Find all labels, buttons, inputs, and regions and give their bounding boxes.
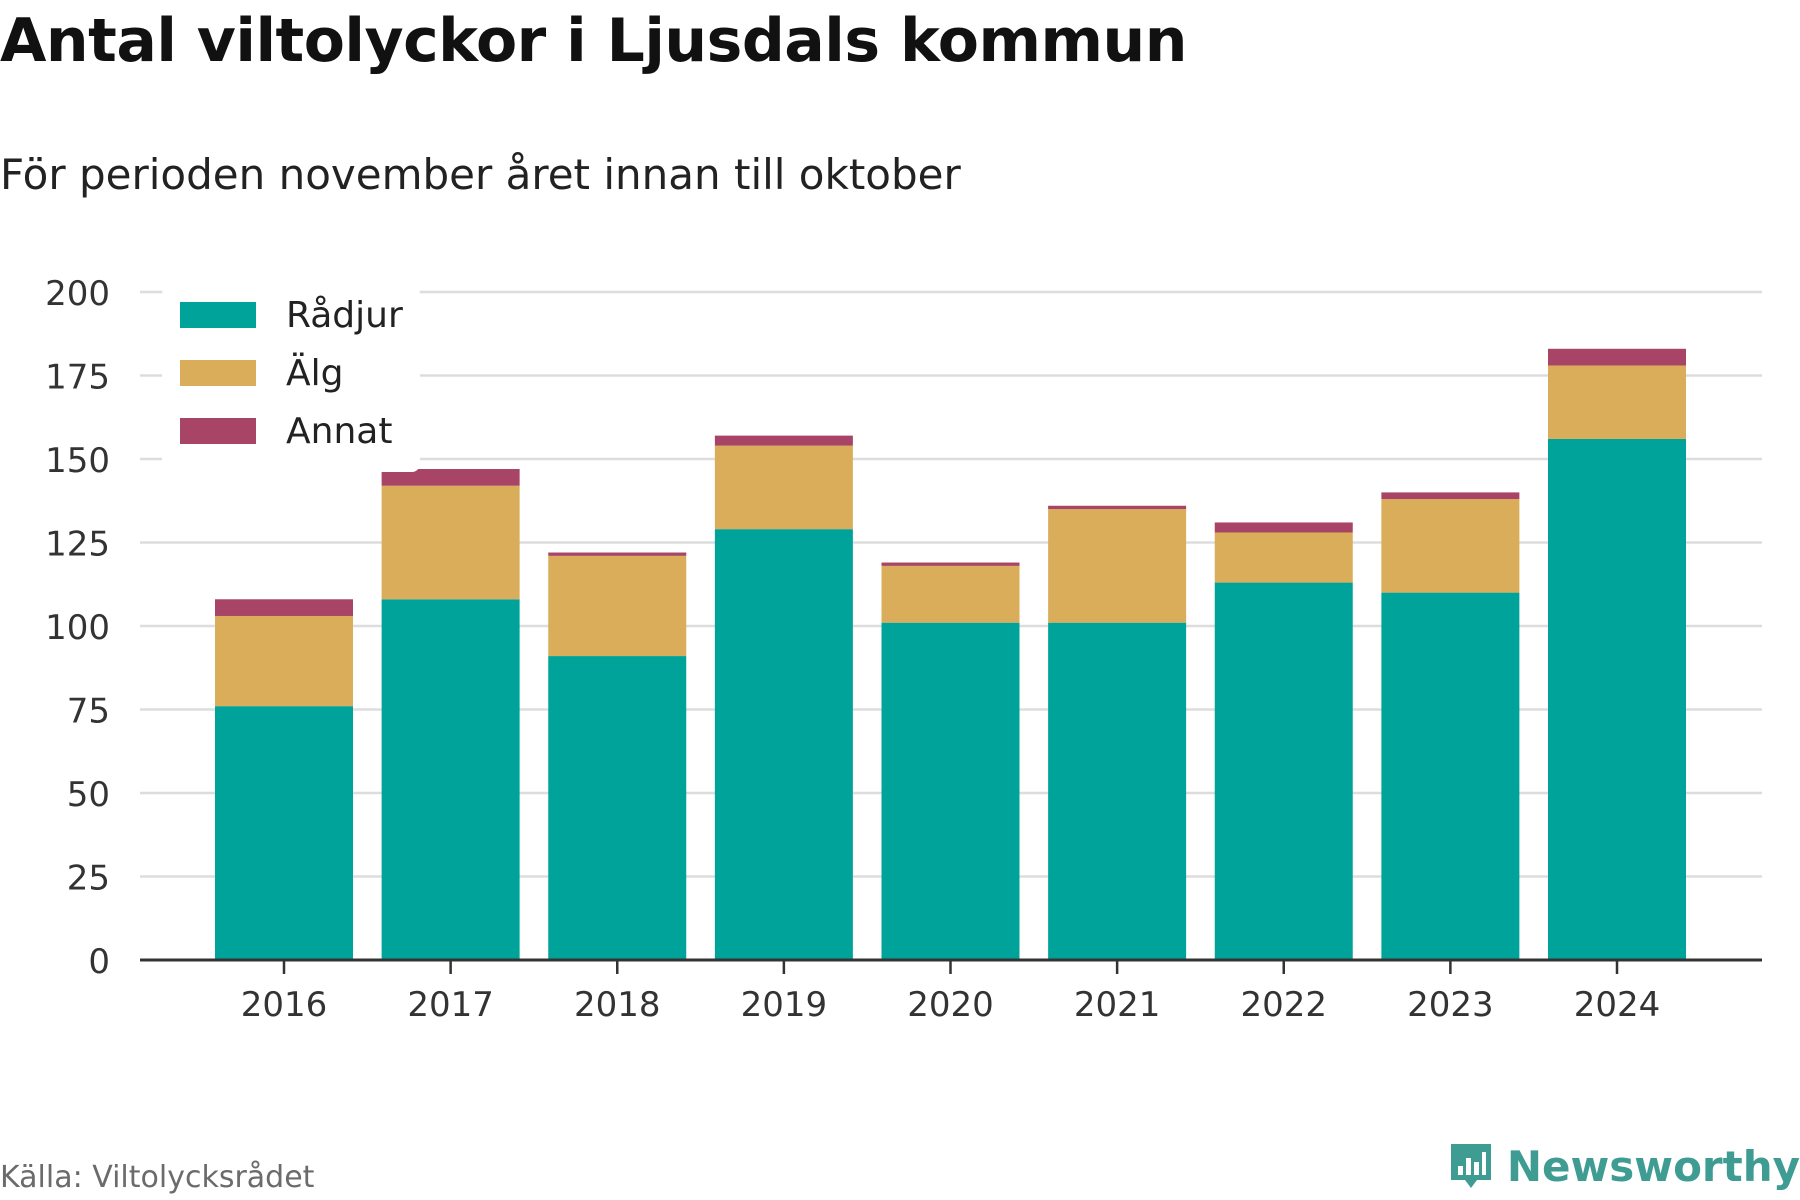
- bar-älg-2020: [881, 565, 1020, 623]
- bar-rådjur-2021: [1048, 622, 1187, 960]
- y-tick-label: 200: [45, 274, 110, 314]
- y-tick-label: 50: [67, 775, 110, 815]
- legend-swatch-älg: [180, 360, 256, 386]
- bar-annat-2016: [215, 599, 353, 616]
- bar-rådjur-2023: [1381, 592, 1520, 960]
- bar-rådjur-2024: [1548, 438, 1686, 961]
- y-tick-label: 150: [45, 441, 110, 481]
- legend-label: Annat: [286, 411, 392, 452]
- x-tick-label: 2017: [407, 985, 494, 1025]
- chart-title: Antal viltolyckor i Ljusdals kommun: [0, 6, 1187, 76]
- bar-annat-2017: [381, 469, 520, 486]
- x-tick-label: 2019: [741, 985, 828, 1025]
- bar-rådjur-2020: [881, 622, 1020, 960]
- bar-rådjur-2019: [714, 529, 853, 960]
- bar-älg-2017: [381, 485, 520, 600]
- x-tick-label: 2016: [241, 985, 328, 1025]
- legend-label: Älg: [286, 352, 343, 394]
- newsworthy-logo-icon: [1450, 1144, 1491, 1188]
- legend-swatch-rådjur: [180, 302, 256, 328]
- x-tick-label: 2020: [907, 985, 994, 1025]
- legend: Rådjur Älg Annat: [162, 286, 420, 472]
- bar-rådjur-2022: [1214, 582, 1353, 960]
- bar-rådjur-2018: [548, 656, 687, 960]
- bar-rådjur-2017: [381, 599, 520, 960]
- bar-älg-2018: [548, 555, 687, 657]
- bars: [215, 348, 1686, 961]
- stacked-bar-chart: 0 25 50 75 100 125 150 175 200 2016 2017 2018 2019 20…: [45, 274, 1762, 1025]
- axes: 0 25 50 75 100 125 150 175 200 2016 2017 2018 2019 20…: [45, 274, 1762, 1025]
- legend-label: Rådjur: [286, 295, 403, 336]
- bar-älg-2019: [714, 445, 853, 530]
- y-tick-label: 100: [45, 608, 110, 648]
- bar-annat-2020: [881, 562, 1020, 566]
- y-tick-label: 75: [67, 692, 110, 732]
- source-note: Källa: Viltolycksrådet: [0, 1160, 315, 1195]
- y-tick-label: 0: [88, 942, 110, 982]
- brand-logo: Newsworthy: [1447, 1140, 1800, 1192]
- bar-älg-2024: [1548, 365, 1686, 439]
- legend-swatch-annat: [180, 418, 256, 444]
- bar-annat-2022: [1214, 522, 1353, 533]
- bar-älg-2021: [1048, 509, 1187, 623]
- bar-älg-2022: [1214, 532, 1353, 583]
- bar-rådjur-2016: [215, 706, 353, 960]
- bar-annat-2019: [714, 435, 853, 446]
- bar-annat-2024: [1548, 348, 1686, 366]
- x-tick-label: 2018: [574, 985, 661, 1025]
- bar-annat-2023: [1381, 492, 1520, 500]
- y-tick-label: 25: [67, 859, 110, 899]
- y-tick-label: 175: [45, 358, 110, 398]
- chart-subtitle: För perioden november året innan till ok…: [0, 150, 961, 199]
- bar-annat-2021: [1048, 505, 1187, 510]
- bar-älg-2016: [215, 615, 353, 707]
- bar-annat-2018: [548, 552, 687, 556]
- x-tick-label: 2021: [1074, 985, 1161, 1025]
- x-tick-label: 2023: [1407, 985, 1494, 1025]
- x-tick-label: 2022: [1240, 985, 1327, 1025]
- bar-älg-2023: [1381, 499, 1520, 593]
- x-tick-label: 2024: [1574, 985, 1661, 1025]
- brand-name: Newsworthy: [1506, 1141, 1800, 1191]
- y-tick-label: 125: [45, 525, 110, 565]
